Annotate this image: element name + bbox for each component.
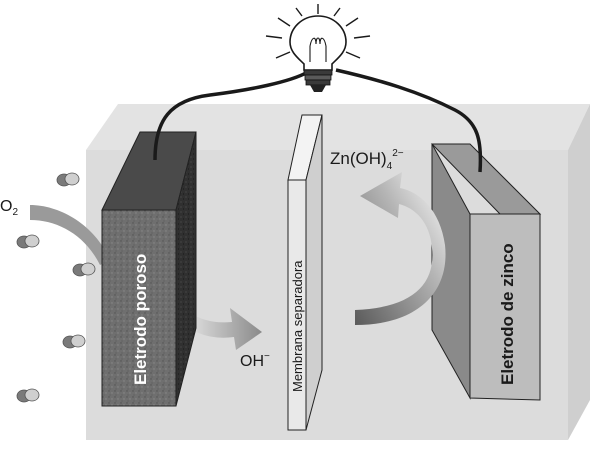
zincate-label: Zn(OH)42− [330,148,404,172]
wire-right [335,68,483,173]
hydroxide-arrow [162,285,262,350]
membrane-label: Membrana separadora [290,260,305,392]
bulb-base [303,69,333,92]
oxygen-molecule-icon [62,334,86,349]
o2-subscript: 2 [12,207,18,218]
bulb-filament [309,37,327,62]
bulb-glass [289,15,347,71]
oxygen-molecule-icon [56,172,80,187]
porous-electrode: Eletrodo poroso [101,131,197,407]
wire-left [153,70,309,161]
zinc-electrode-front [469,213,541,401]
oxygen-molecule-icon [72,262,96,277]
porous-electrode-front [101,209,177,407]
hydroxide-label: OH− [240,351,270,370]
o2-label: O2 [0,198,18,218]
oxygen-molecules [16,172,96,403]
zincate-subscript: 4 [387,161,393,172]
o2-inflow-arrow [30,205,110,265]
hydroxide-superscript: − [264,351,270,362]
zincate-superscript: 2− [392,148,404,159]
tank-side-face [568,104,590,440]
oxygen-molecule-icon [16,388,40,403]
zinc-electrode: Eletrodo de zinco [430,143,542,401]
bulb-rays [265,4,371,59]
light-bulb-icon [265,4,371,92]
zinc-electrode-label: Eletrodo de zinco [498,243,517,385]
separator-membrane: Membrana separadora [287,114,323,431]
porous-electrode-label: Eletrodo poroso [131,254,150,385]
zincate-curved-arrow [355,172,446,325]
membrane-front [287,179,307,431]
oxygen-molecule-icon [16,234,40,249]
